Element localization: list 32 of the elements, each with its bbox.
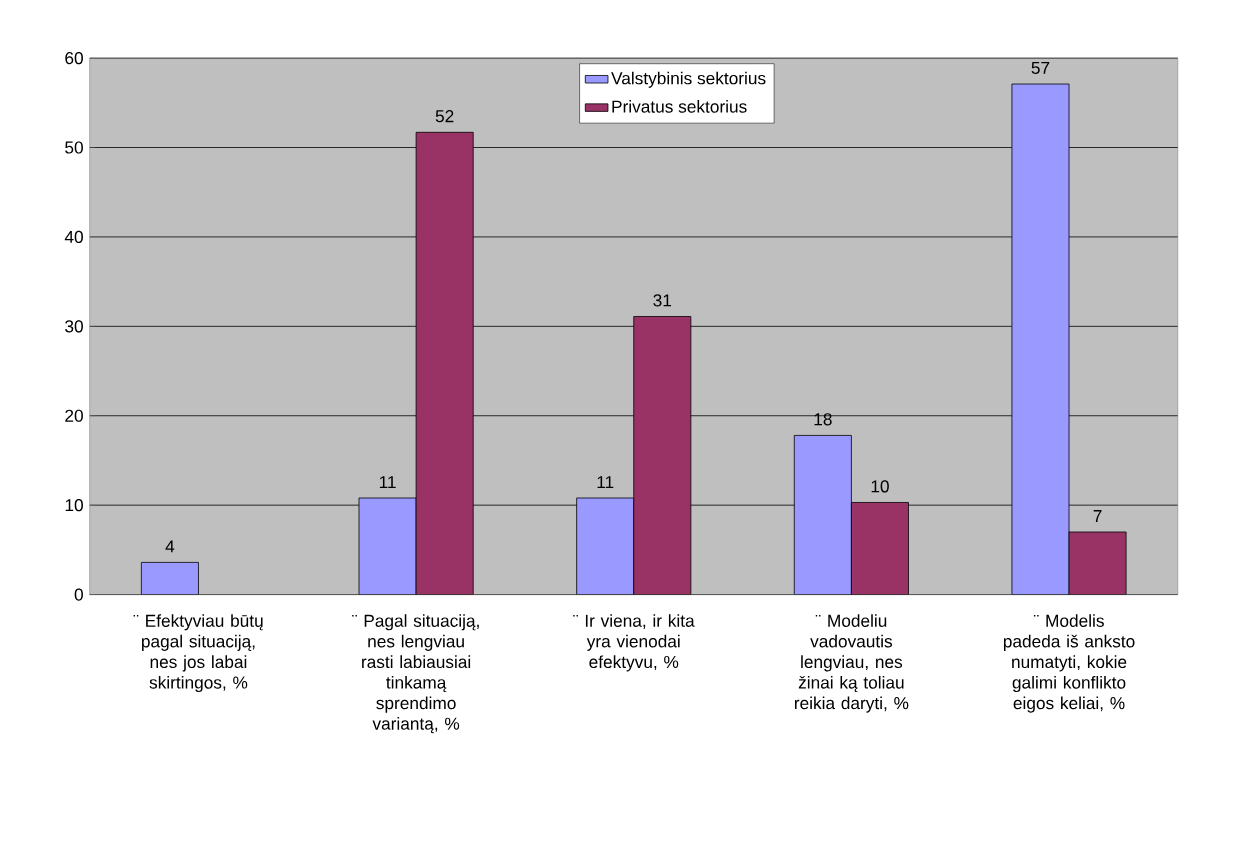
bar [793,435,852,595]
y-tick-label: 30 [65,320,83,333]
y-tick-label: 10 [65,499,83,512]
bar [358,497,417,595]
data-label: 7 [1093,510,1102,523]
legend-label: Valstybinis sektorius [611,71,766,89]
data-label: 11 [597,476,614,489]
y-tick-label: 50 [65,141,83,154]
y-tick-label: 40 [64,231,83,244]
data-label: 31 [653,294,672,307]
y-tick-label: 0 [74,588,83,601]
data-label: 4 [165,540,175,553]
bar [576,497,635,595]
bar [1011,83,1070,595]
x-tick-label: ¨ Modeliu vadovautis lengviau, nes žinai ką toliau reikia daryti, % [794,614,909,713]
y-tick-label: 20 [65,409,83,423]
bar [633,316,692,595]
y-tick-label: 60 [65,52,83,65]
data-label: 18 [814,413,832,426]
bar [1068,531,1127,595]
x-tick-label: ¨ Efektyviau būtų pagal situaciją, nes jos labai skirtingos, % [133,614,263,693]
x-tick-label: ¨ Modelis padeda iš anksto numatyti, kokie galimi konflikto eigos keliai, % [1003,614,1135,713]
data-label: 10 [871,480,889,493]
bar [140,562,199,595]
x-tick-label: ¨ Ir viena, ir kita yra vienodai efektyvu, % [573,614,695,672]
bar [415,132,474,595]
bar [850,502,909,595]
data-label: 11 [379,476,396,489]
legend-label: Privatus sektorius [612,100,747,113]
data-label: 57 [1031,62,1050,75]
x-tick-label: ¨ Pagal situaciją, nes lengviau rasti labiausiai tinkamą sprendimo variantą, % [352,614,479,734]
data-label: 52 [435,110,454,123]
